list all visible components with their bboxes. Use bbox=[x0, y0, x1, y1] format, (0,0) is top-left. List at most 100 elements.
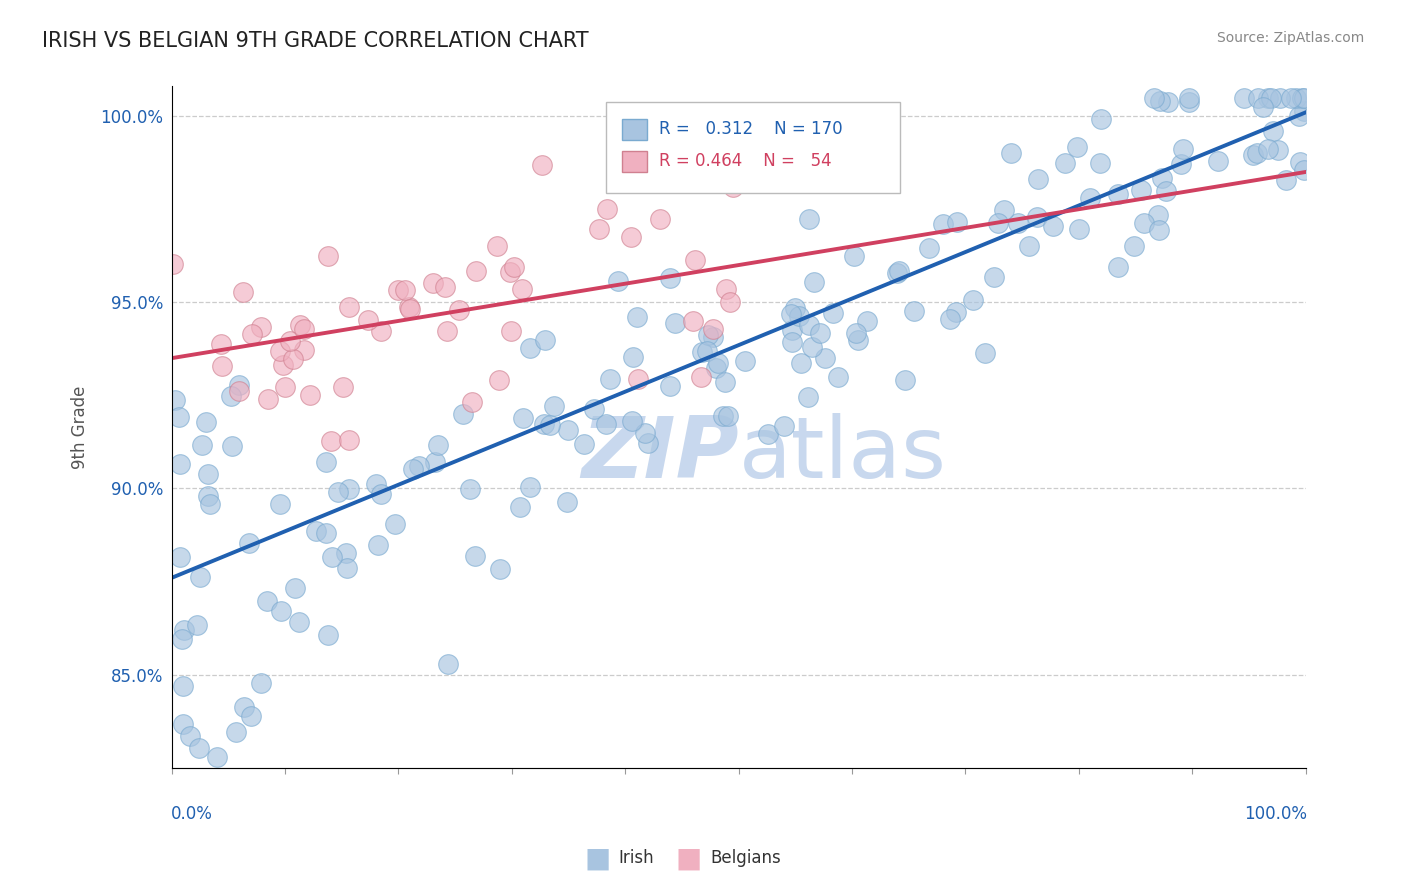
Point bbox=[595, 417, 617, 432]
Point bbox=[690, 344, 713, 359]
Text: ■: ■ bbox=[676, 844, 702, 872]
Point bbox=[270, 604, 292, 618]
Point bbox=[228, 378, 250, 392]
Point bbox=[1107, 186, 1129, 201]
Point bbox=[696, 327, 718, 342]
Point bbox=[773, 419, 796, 434]
Point bbox=[718, 295, 741, 310]
Point bbox=[499, 324, 522, 338]
Point bbox=[256, 392, 278, 406]
Point bbox=[599, 372, 621, 386]
Point bbox=[534, 333, 557, 347]
Point bbox=[207, 750, 229, 764]
Point bbox=[1292, 104, 1315, 119]
Point bbox=[1292, 163, 1315, 178]
Point bbox=[256, 594, 278, 608]
Point bbox=[531, 157, 554, 171]
Point bbox=[782, 323, 804, 337]
Point bbox=[426, 438, 449, 452]
Point bbox=[1260, 90, 1282, 104]
Point bbox=[533, 417, 555, 431]
Point bbox=[621, 414, 644, 428]
Point bbox=[801, 340, 824, 354]
Point bbox=[173, 623, 195, 637]
Point bbox=[172, 679, 194, 693]
Point bbox=[198, 497, 221, 511]
Point bbox=[628, 167, 651, 181]
Point bbox=[1291, 90, 1313, 104]
Point bbox=[803, 275, 825, 289]
Point bbox=[583, 402, 606, 417]
Point bbox=[188, 741, 211, 756]
Point bbox=[648, 211, 671, 226]
Point bbox=[464, 549, 486, 563]
Point bbox=[1157, 95, 1180, 109]
Point bbox=[1130, 183, 1153, 197]
Point bbox=[717, 409, 740, 424]
Point bbox=[1257, 90, 1279, 104]
Point bbox=[387, 283, 409, 297]
Point bbox=[465, 264, 488, 278]
Point bbox=[191, 438, 214, 452]
Point bbox=[284, 581, 307, 595]
Point bbox=[797, 318, 820, 333]
Point bbox=[488, 373, 510, 387]
Point bbox=[321, 549, 343, 564]
Point bbox=[458, 482, 481, 496]
Point bbox=[461, 395, 484, 409]
Point bbox=[292, 343, 315, 358]
Point bbox=[555, 494, 578, 508]
Point bbox=[894, 373, 917, 387]
Point bbox=[844, 249, 866, 263]
Point bbox=[1090, 112, 1112, 127]
Point bbox=[186, 618, 208, 632]
Point bbox=[221, 439, 243, 453]
Point bbox=[714, 282, 737, 296]
Point bbox=[169, 550, 191, 565]
Point bbox=[538, 417, 561, 432]
Point bbox=[683, 252, 706, 267]
Point bbox=[423, 455, 446, 469]
Point bbox=[1150, 170, 1173, 185]
Point bbox=[658, 378, 681, 392]
Point bbox=[1263, 124, 1285, 138]
Point bbox=[799, 212, 821, 227]
Point bbox=[789, 356, 811, 370]
Point bbox=[250, 319, 273, 334]
Point bbox=[706, 356, 728, 370]
Point bbox=[402, 462, 425, 476]
Point bbox=[1268, 90, 1291, 104]
Point bbox=[1000, 146, 1022, 161]
Point bbox=[232, 700, 254, 714]
Point bbox=[357, 313, 380, 327]
Point bbox=[983, 270, 1005, 285]
Point bbox=[292, 322, 315, 336]
Point bbox=[1177, 95, 1199, 109]
Point bbox=[845, 326, 868, 340]
Point bbox=[620, 230, 643, 244]
Point bbox=[848, 333, 870, 347]
Point bbox=[337, 300, 360, 314]
Point bbox=[974, 346, 997, 360]
Point bbox=[510, 282, 533, 296]
Point bbox=[734, 353, 756, 368]
Point bbox=[887, 264, 910, 278]
Point bbox=[172, 632, 194, 647]
Point bbox=[1178, 90, 1201, 104]
Point bbox=[1257, 142, 1279, 156]
Point bbox=[315, 455, 337, 469]
Point bbox=[485, 238, 508, 252]
Point bbox=[1026, 172, 1049, 186]
Point bbox=[1026, 210, 1049, 224]
Point bbox=[1294, 90, 1316, 104]
Point bbox=[195, 415, 218, 429]
Point bbox=[1247, 90, 1270, 104]
Point bbox=[543, 399, 565, 413]
Point bbox=[274, 380, 297, 394]
Point bbox=[713, 409, 735, 423]
Point bbox=[162, 257, 184, 271]
Text: Source: ZipAtlas.com: Source: ZipAtlas.com bbox=[1216, 31, 1364, 45]
Point bbox=[384, 517, 406, 532]
Point bbox=[1107, 260, 1129, 274]
Point bbox=[269, 497, 291, 511]
